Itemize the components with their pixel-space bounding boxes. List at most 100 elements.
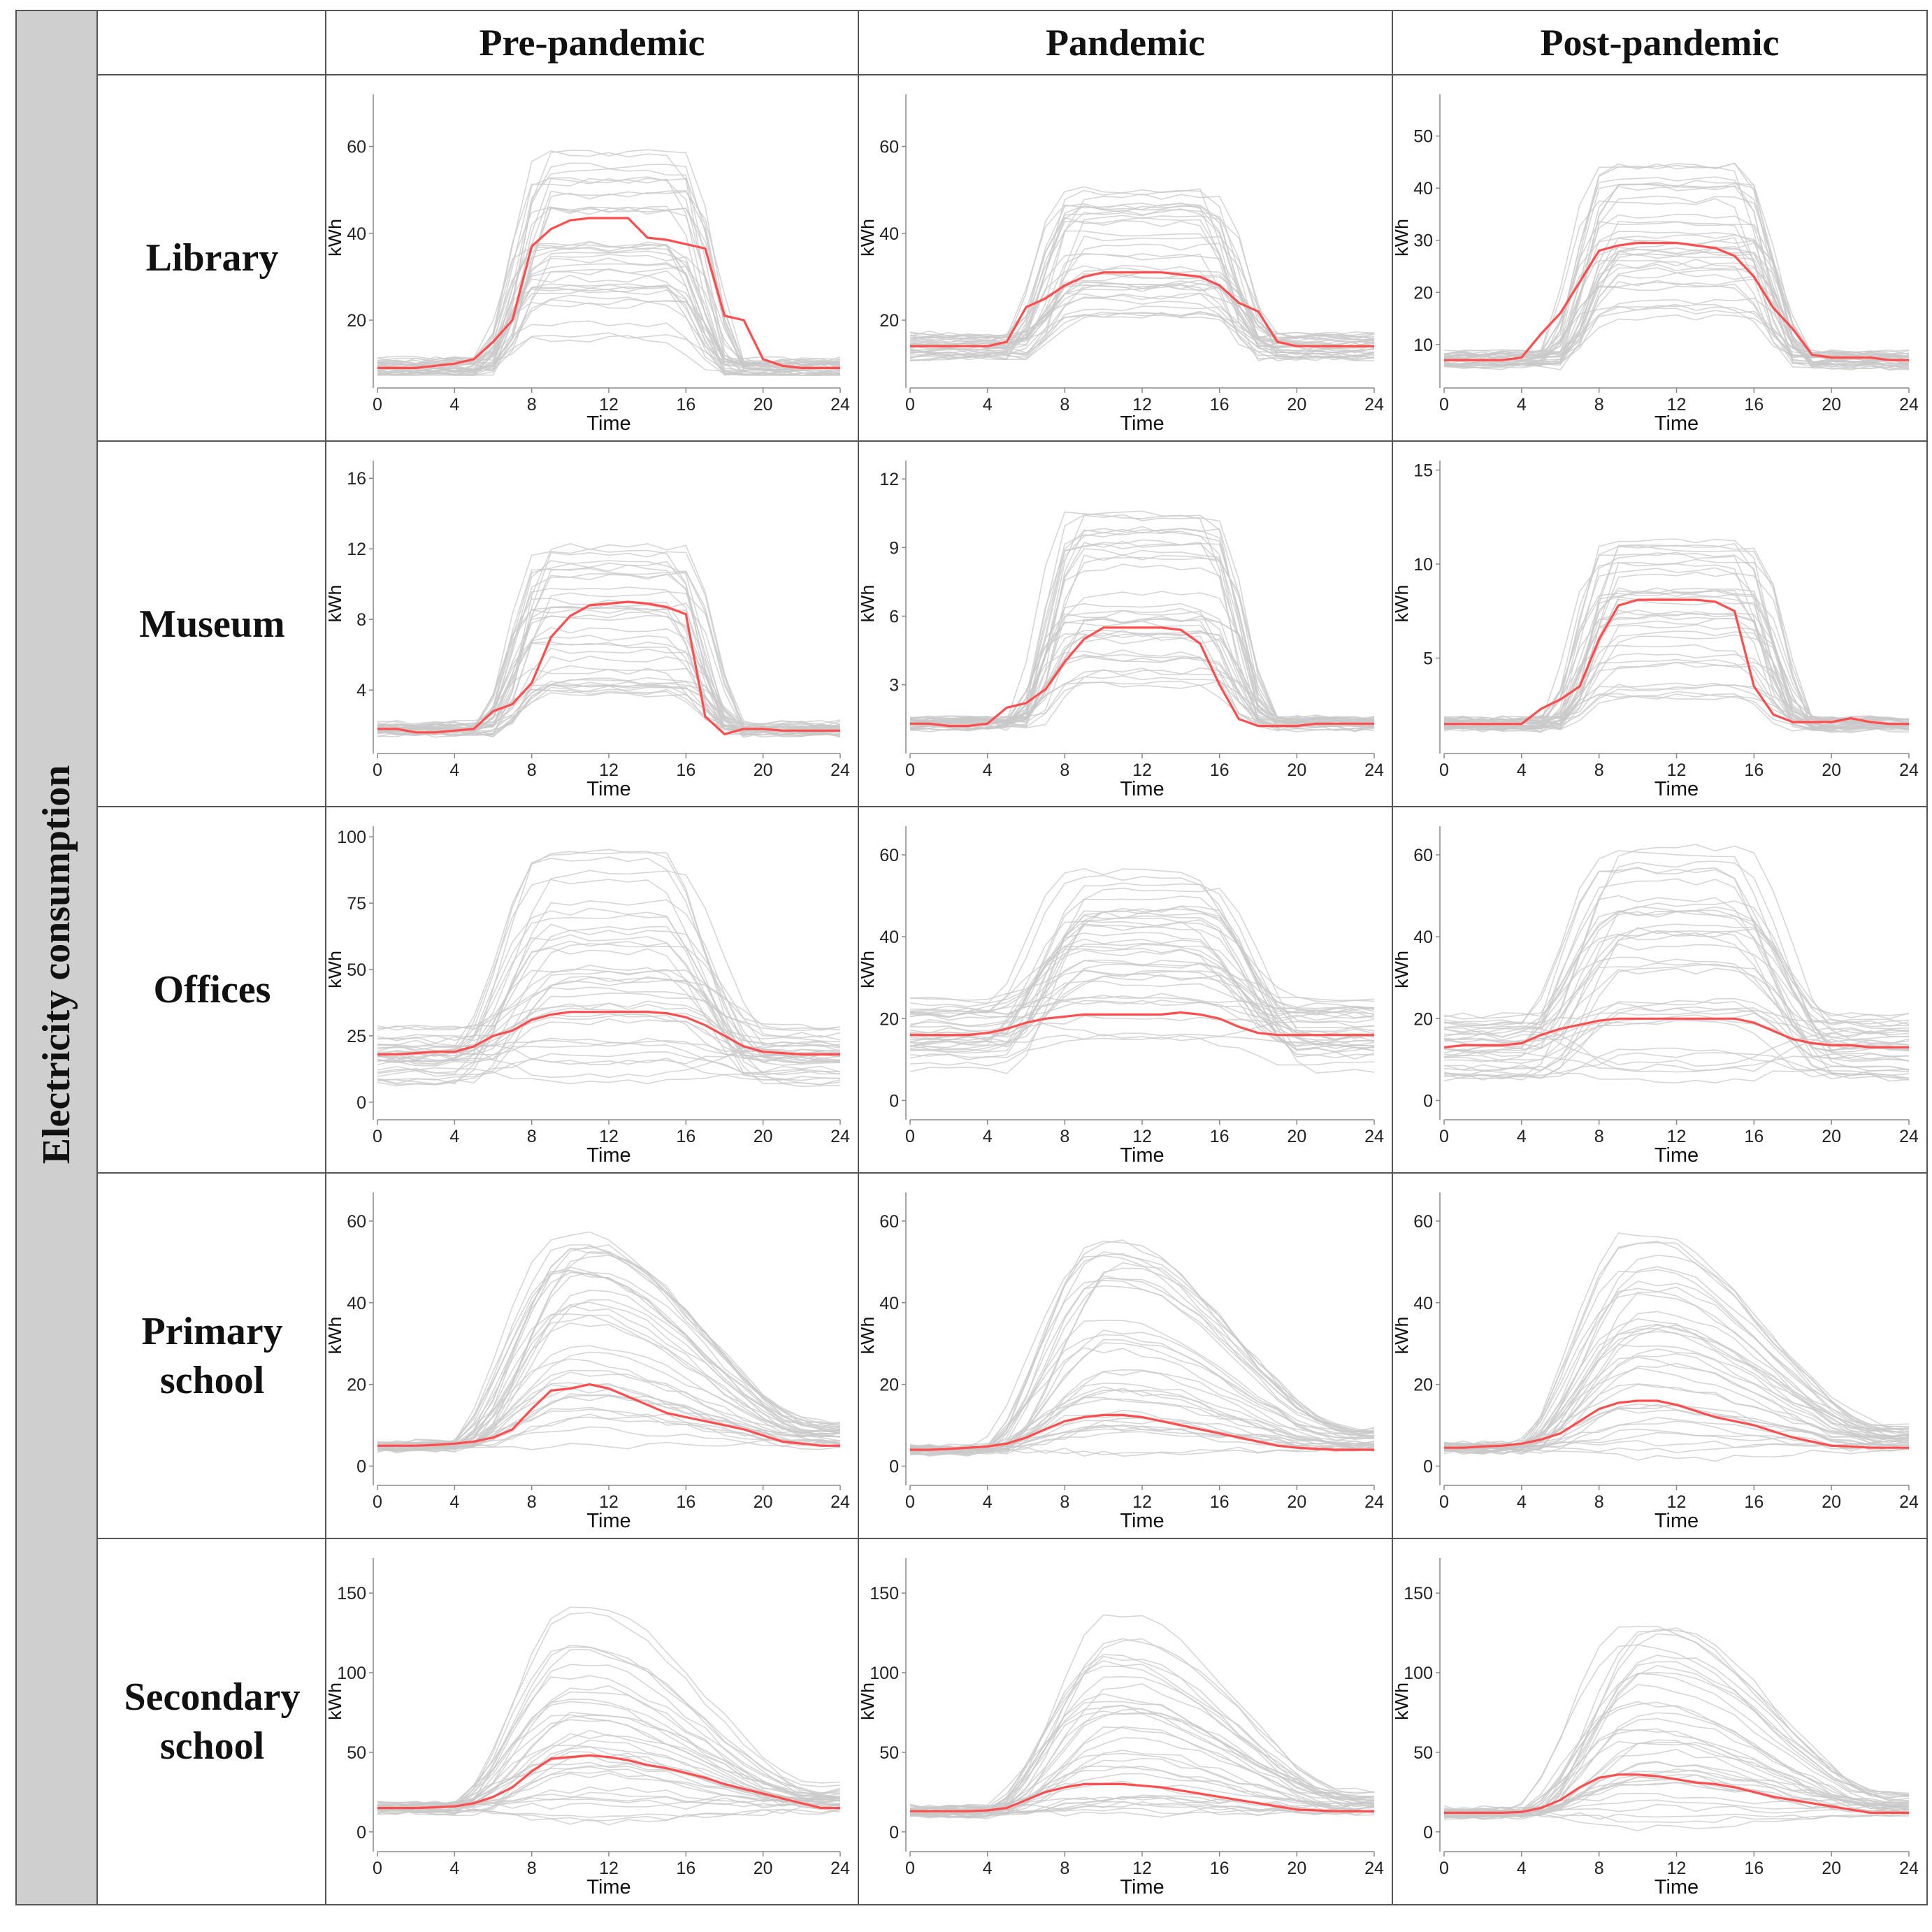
x-tick-label: 8: [1060, 1859, 1069, 1878]
x-axis-label: Time: [586, 1876, 630, 1898]
mean-profile-line: [1444, 241, 1909, 361]
individual-profiles: [377, 849, 841, 1088]
y-axis-label: kWh: [861, 585, 878, 623]
y-tick-label: 40: [1413, 1294, 1433, 1313]
grid-border-right: [1926, 10, 1928, 1905]
y-tick-label: 100: [1404, 1664, 1433, 1683]
x-tick-label: 16: [1744, 760, 1764, 780]
x-tick-label: 12: [1667, 1492, 1687, 1512]
y-axis-label: kWh: [861, 219, 878, 257]
y-tick-label: 20: [347, 1376, 366, 1395]
row-label-line: Library: [145, 236, 279, 280]
x-tick-label: 4: [1517, 1127, 1527, 1146]
x-tick-label: 8: [527, 760, 537, 780]
y-axis-label: kWh: [1395, 1317, 1412, 1355]
y-tick-label: 12: [347, 540, 366, 559]
x-tick-label: 0: [373, 1127, 382, 1146]
x-tick-label: 0: [1439, 1492, 1449, 1512]
x-tick-label: 12: [1667, 1127, 1687, 1146]
y-tick-label: 0: [1423, 1091, 1433, 1111]
x-tick-label: 4: [1517, 1859, 1527, 1878]
row-label-museum: Museum: [99, 442, 325, 806]
y-tick-label: 100: [337, 828, 366, 847]
y-tick-label: 40: [1413, 928, 1433, 947]
y-tick-label: 20: [1413, 1376, 1433, 1395]
x-tick-label: 4: [449, 1859, 459, 1878]
x-tick-label: 16: [1210, 1127, 1230, 1146]
x-tick-label: 12: [1667, 1859, 1687, 1878]
y-tick-label: 0: [356, 1823, 366, 1843]
y-tick-label: 0: [356, 1457, 366, 1476]
chart-secondary-school-pre-pandemic: 0 4 8 12 16 20 24 0 50 100 150 Time kWh: [329, 1558, 850, 1898]
individual-profiles: [377, 542, 841, 738]
row-label-library: Library: [99, 75, 325, 440]
mean-profile-line: [910, 271, 1374, 347]
x-tick-label: 20: [754, 1859, 773, 1878]
mean-profile-line: [377, 1011, 840, 1056]
x-tick-label: 0: [1439, 395, 1449, 414]
x-tick-label: 8: [527, 1859, 537, 1878]
y-tick-label: 50: [347, 1743, 366, 1763]
y-tick-label: 40: [1413, 179, 1433, 199]
y-tick-label: 40: [879, 1294, 899, 1313]
x-tick-label: 4: [1517, 760, 1527, 780]
y-tick-label: 40: [347, 224, 366, 244]
y-tick-label: 20: [347, 311, 366, 331]
x-tick-label: 16: [1744, 1127, 1764, 1146]
x-tick-label: 4: [983, 1127, 993, 1146]
x-tick-label: 24: [830, 1492, 850, 1512]
x-tick-label: 12: [599, 1859, 619, 1878]
x-axis-label: Time: [1655, 412, 1699, 435]
y-tick-label: 50: [347, 960, 366, 980]
y-tick-label: 40: [347, 1294, 366, 1313]
row-label-line: school: [159, 1358, 265, 1402]
chart-museum-post-pandemic: 0 4 8 12 16 20 24 5 10 15 Time kWh: [1395, 461, 1919, 800]
y-tick-label: 0: [889, 1457, 899, 1476]
individual-profiles: [909, 510, 1375, 733]
x-tick-label: 24: [830, 1859, 850, 1878]
x-tick-label: 8: [527, 1127, 537, 1146]
individual-profiles: [1443, 844, 1910, 1084]
x-tick-label: 24: [1899, 1492, 1919, 1512]
x-tick-label: 16: [676, 395, 695, 414]
grid-border-top: [98, 10, 1928, 11]
chart-offices-pre-pandemic: 0 4 8 12 16 20 24 0 25 50 75 100 Time kWh: [329, 826, 850, 1167]
x-tick-label: 24: [830, 1127, 850, 1146]
x-tick-label: 4: [449, 1127, 459, 1146]
chart-offices-post-pandemic: 0 4 8 12 16 20 24 0 20 40 60 Time kWh: [1395, 826, 1919, 1167]
x-tick-label: 4: [983, 760, 993, 780]
x-axis-label: Time: [1120, 1144, 1164, 1167]
x-tick-label: 20: [1822, 395, 1841, 414]
row-label-line: Museum: [139, 602, 285, 646]
x-tick-label: 0: [905, 1127, 915, 1146]
x-tick-label: 8: [1594, 760, 1604, 780]
x-tick-label: 12: [1667, 395, 1687, 414]
y-tick-label: 50: [1413, 127, 1433, 147]
x-tick-label: 24: [1899, 760, 1919, 780]
x-axis-label: Time: [586, 1510, 630, 1532]
x-tick-label: 20: [1287, 1859, 1306, 1878]
individual-profiles: [1443, 538, 1910, 733]
x-tick-label: 4: [983, 1492, 993, 1512]
y-tick-label: 20: [879, 311, 899, 331]
y-tick-label: 150: [1404, 1584, 1433, 1603]
x-tick-label: 24: [1364, 1127, 1384, 1146]
x-axis-label: Time: [586, 1144, 630, 1167]
x-axis-label: Time: [1655, 1876, 1699, 1898]
mean-profile-line: [377, 600, 840, 735]
y-tick-label: 50: [1413, 1743, 1433, 1763]
x-tick-label: 8: [527, 1492, 537, 1512]
individual-profiles: [909, 868, 1375, 1074]
y-axis-label: kWh: [861, 951, 878, 988]
chart-secondary-school-post-pandemic: 0 4 8 12 16 20 24 0 50 100 150 Time kWh: [1395, 1558, 1919, 1898]
y-tick-label: 60: [1413, 846, 1433, 865]
y-axis-label: kWh: [861, 1682, 878, 1720]
x-tick-label: 8: [1060, 1492, 1069, 1512]
x-tick-label: 24: [830, 395, 850, 414]
y-tick-label: 10: [1413, 555, 1433, 575]
column-header-pandemic: Pandemic: [1046, 22, 1205, 64]
chart-primary-school-pandemic: 0 4 8 12 16 20 24 0 20 40 60 Time kWh: [861, 1192, 1384, 1532]
x-tick-label: 8: [1060, 1127, 1069, 1146]
y-tick-label: 40: [879, 224, 899, 244]
mean-profile-line: [910, 1782, 1374, 1812]
